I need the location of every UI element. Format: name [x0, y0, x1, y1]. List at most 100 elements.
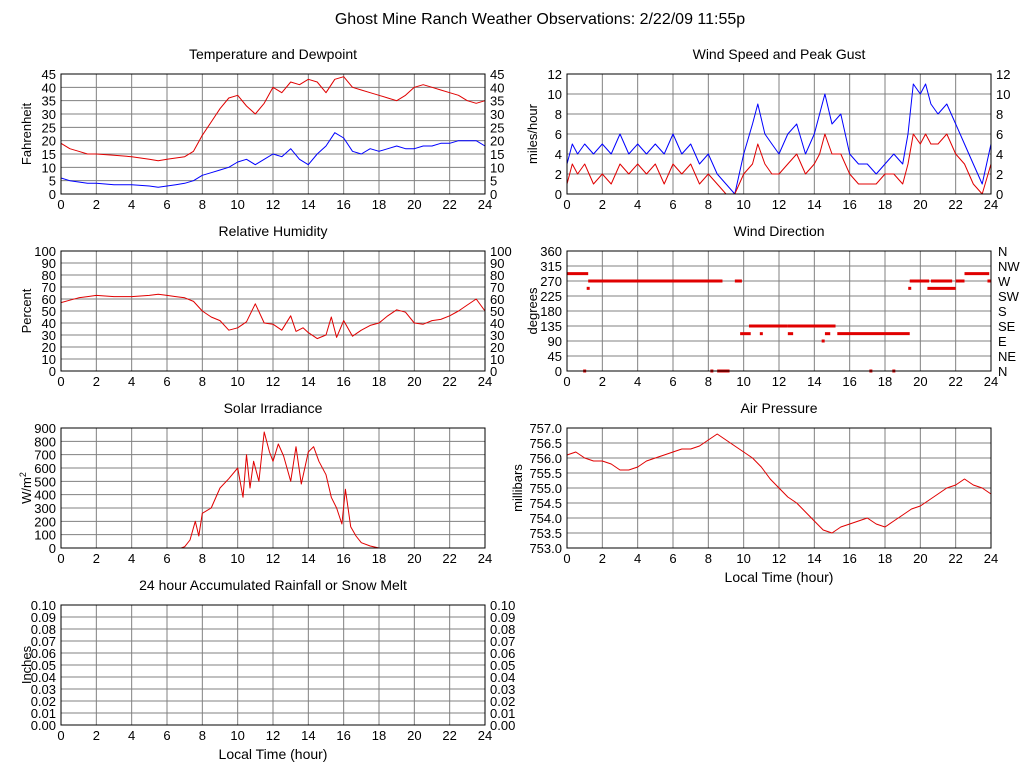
page-title: Ghost Mine Ranch Weather Observations: 2… — [335, 11, 745, 28]
pressure-xtick-label: 22 — [948, 551, 962, 566]
temp-ytick-label: 25 — [42, 120, 56, 135]
pressure-xtick-label: 12 — [772, 551, 786, 566]
rain-ylabel: Inches — [19, 645, 34, 684]
wind-ytick-label-right: 12 — [996, 67, 1010, 82]
winddir-compass-label: S — [998, 304, 1007, 319]
winddir-direction-point — [586, 286, 590, 290]
rain-ytick-label-right: 0.10 — [490, 598, 515, 613]
solar-xtick-label: 18 — [372, 551, 386, 566]
solar-ytick-label: 500 — [34, 474, 56, 489]
humidity-ytick-label-right: 90 — [490, 256, 504, 271]
solar-ytick-label: 400 — [34, 488, 56, 503]
temp-ytick-label-right: 25 — [490, 120, 504, 135]
winddir-xtick-label: 4 — [634, 374, 641, 389]
humidity-xtick-label: 8 — [199, 374, 206, 389]
temp-xtick-label: 0 — [57, 197, 64, 212]
temp-ytick-label: 20 — [42, 134, 56, 149]
winddir-compass-label: N — [998, 244, 1007, 259]
temp-title: Temperature and Dewpoint — [189, 46, 357, 62]
pressure-title: Air Pressure — [740, 400, 817, 416]
wind-xtick-label: 18 — [878, 197, 892, 212]
wind-ylabel: miles/hour — [525, 103, 540, 164]
temp-ytick-label: 5 — [49, 174, 56, 189]
wind-xtick-label: 12 — [772, 197, 786, 212]
temp-series-0-line — [60, 76, 486, 162]
solar-title: Solar Irradiance — [224, 400, 323, 416]
solar-frame — [60, 427, 486, 549]
humidity-ytick-label-right: 80 — [490, 268, 504, 283]
humidity-xtick-label: 0 — [57, 374, 64, 389]
pressure-ylabel: millibars — [510, 464, 525, 512]
wind-ytick-label-right: 6 — [996, 127, 1003, 142]
wind-title: Wind Speed and Peak Gust — [693, 46, 866, 62]
temp-xtick-label: 16 — [336, 197, 350, 212]
rain-ytick-label-right: 0.07 — [490, 634, 515, 649]
temp-xtick-label: 4 — [128, 197, 135, 212]
rain-xlabel: Local Time (hour) — [219, 746, 328, 762]
humidity-ytick-label-right: 100 — [490, 244, 512, 259]
temp-ytick-label: 40 — [42, 80, 56, 95]
temp-ylabel: Fahrenheit — [19, 103, 34, 166]
winddir-compass-label: W — [998, 274, 1011, 289]
humidity-xtick-label: 20 — [407, 374, 421, 389]
winddir-compass-label: NE — [998, 349, 1016, 364]
winddir-xtick-label: 2 — [599, 374, 606, 389]
wind-xtick-label: 10 — [736, 197, 750, 212]
temp-xtick-label: 14 — [301, 197, 315, 212]
temp-xtick-label: 10 — [230, 197, 244, 212]
winddir-ytick-label: 225 — [540, 289, 562, 304]
temp-ytick-label: 10 — [42, 160, 56, 175]
temp-ytick-label-right: 20 — [490, 134, 504, 149]
rain-ytick-label: 0.10 — [31, 598, 56, 613]
pressure-xtick-label: 18 — [878, 551, 892, 566]
wind-xtick-label: 6 — [669, 197, 676, 212]
humidity-ytick-label: 80 — [42, 268, 56, 283]
humidity-ytick-label: 90 — [42, 256, 56, 271]
winddir-ytick-label: 360 — [540, 244, 562, 259]
humidity-xtick-label: 14 — [301, 374, 315, 389]
winddir-xtick-label: 18 — [878, 374, 892, 389]
rain-ytick-label-right: 0.06 — [490, 646, 515, 661]
pressure-series-0-line — [566, 433, 992, 534]
wind-ytick-label-right: 2 — [996, 167, 1003, 182]
humidity-xtick-label: 24 — [478, 374, 492, 389]
winddir-compass-label: NW — [998, 259, 1020, 274]
wind-ytick-label: 12 — [548, 67, 562, 82]
rain-ytick-label: 0.00 — [31, 718, 56, 733]
temp-series-1-line — [60, 132, 486, 188]
humidity-ytick-label: 100 — [34, 244, 56, 259]
wind-xtick-label: 16 — [842, 197, 856, 212]
rain-frame — [60, 604, 486, 726]
wind-ytick-label: 10 — [548, 87, 562, 102]
rain-xtick-label: 24 — [478, 728, 492, 743]
rain-xtick-label: 12 — [266, 728, 280, 743]
humidity-ytick-label: 10 — [42, 352, 56, 367]
temp-xtick-label: 6 — [163, 197, 170, 212]
humidity-xtick-label: 2 — [93, 374, 100, 389]
temp-xtick-label: 8 — [199, 197, 206, 212]
winddir-ytick-label: 315 — [540, 259, 562, 274]
rain-ytick-label: 0.04 — [31, 670, 56, 685]
solar-series-0-line — [61, 431, 485, 549]
solar-xtick-label: 24 — [478, 551, 492, 566]
humidity-ytick-label: 50 — [42, 304, 56, 319]
pressure-xtick-label: 24 — [984, 551, 998, 566]
humidity-xtick-label: 18 — [372, 374, 386, 389]
rain-xtick-label: 18 — [372, 728, 386, 743]
winddir-xtick-label: 0 — [563, 374, 570, 389]
humidity-ytick-label-right: 40 — [490, 316, 504, 331]
winddir-ytick-label: 270 — [540, 274, 562, 289]
pressure-xtick-label: 14 — [807, 551, 821, 566]
rain-ytick-label-right: 0.09 — [490, 610, 515, 625]
temp-ytick-label-right: 0 — [490, 187, 497, 202]
wind-xtick-label: 24 — [984, 197, 998, 212]
rain-ytick-label-right: 0.03 — [490, 682, 515, 697]
winddir-ytick-label: 45 — [548, 349, 562, 364]
humidity-ytick-label: 60 — [42, 292, 56, 307]
winddir-xtick-label: 8 — [705, 374, 712, 389]
winddir-xtick-label: 20 — [913, 374, 927, 389]
pressure-xtick-label: 8 — [705, 551, 712, 566]
humidity-ytick-label-right: 20 — [490, 340, 504, 355]
rain-ytick-label: 0.01 — [31, 706, 56, 721]
